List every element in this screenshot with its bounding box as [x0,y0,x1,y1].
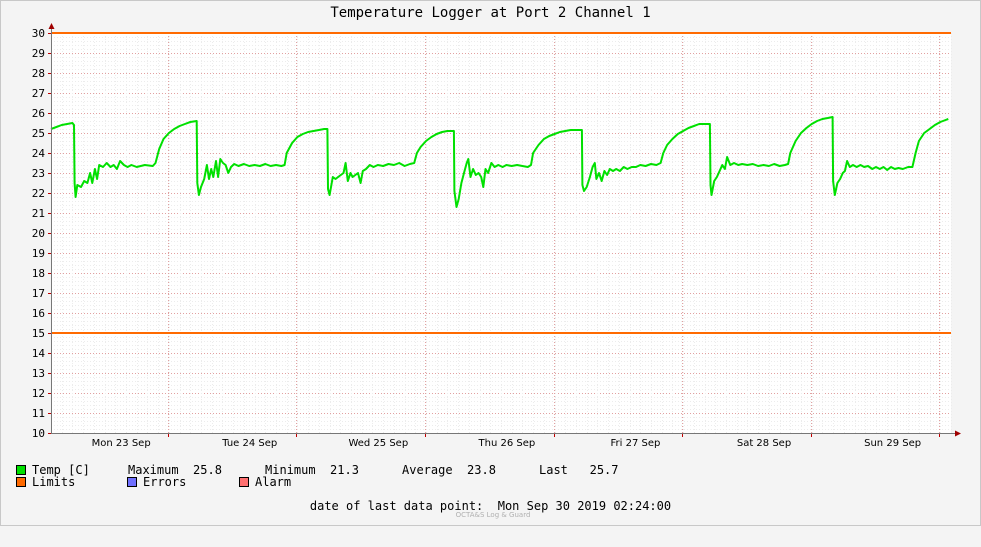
alarm-swatch [239,477,249,487]
x-axis-arrow [955,430,961,437]
average-label: Average [402,463,453,477]
legend-temp: Temp [C] [16,463,90,477]
legend-row-2: Limits Errors Alarm [16,475,291,531]
limit-lines [51,32,951,334]
y-tick-label: 28 [32,67,45,80]
y-tick-label: 27 [32,87,45,100]
y-tick-label: 13 [32,367,45,380]
legend-maximum: Maximum 25.8 [128,463,222,477]
watermark: OCTA&S Log & Guard [455,511,531,519]
y-tick-labels: 10 11 12 13 14 15 16 17 18 19 20 21 22 23 24 25 26 27 28 29… [32,27,46,440]
x-tick-label: Mon 23 Sep [92,438,151,449]
y-tick-label: 20 [32,227,45,240]
temperature-line [50,116,949,208]
y-tick-label: 26 [32,107,45,120]
x-tick-label: Sun 29 Sep [864,438,921,449]
chart-title: Temperature Logger at Port 2 Channel 1 [330,5,651,21]
temperature-series [50,116,949,208]
y-tick-label: 10 [32,427,45,440]
last-data-point: date of last data point: Mon Sep 30 2019… [0,499,981,513]
last-label: Last [539,463,568,477]
y-tick-label: 18 [32,267,45,280]
legend-limits-label: Limits [32,475,76,489]
x-tick-label: Fri 27 Sep [611,438,661,449]
legend-alarm: Alarm [239,475,291,489]
axes [48,23,961,437]
y-tick-label: 29 [32,47,45,60]
x-tick-label: Sat 28 Sep [737,438,791,449]
last-value: 25.7 [589,463,619,477]
y-tick-label: 17 [32,287,45,300]
legend-last: Last 25.7 [539,463,619,477]
legend-errors: Errors [127,475,186,489]
maximum-label: Maximum [128,463,179,477]
y-axis-arrow [48,23,55,29]
legend-minimum: Minimum 21.3 [265,463,359,477]
legend-limits: Limits [16,475,75,489]
legend-alarm-label: Alarm [255,475,292,489]
y-tick-label: 14 [32,347,46,360]
plot-area: 10 11 12 13 14 15 16 17 18 19 20 21 22 23 24 25 26 27 28 29… [32,23,961,449]
y-tick-label: 22 [32,187,45,200]
legend-average: Average 23.8 [402,463,496,477]
errors-swatch [127,477,137,487]
legend-row-1: Temp [C] Maximum 25.8 Minimum 21.3 Avera… [16,463,619,547]
y-tick-label: 16 [32,307,45,320]
x-tick-labels: Mon 23 Sep Tue 24 Sep Wed 25 Sep Thu 26 Sep… [92,438,921,449]
x-tick-label: Thu 26 Sep [478,438,536,449]
y-tick-label: 11 [32,407,45,420]
y-tick-label: 19 [32,247,45,260]
minimum-value: 21.3 [330,463,359,477]
y-tick-label: 30 [32,27,45,40]
limits-swatch [16,477,26,487]
maximum-value: 25.8 [193,463,222,477]
average-value: 23.8 [467,463,496,477]
x-tick-label: Wed 25 Sep [348,438,408,449]
legend-temp-label: Temp [C] [32,463,90,477]
y-tick-label: 23 [32,167,45,180]
y-tick-label: 15 [32,327,45,340]
grid [51,33,952,434]
y-tick-label: 12 [32,387,45,400]
legend-errors-label: Errors [143,475,187,489]
y-tick-label: 21 [32,207,45,220]
last-data-point-value: Mon Sep 30 2019 02:24:00 [497,499,672,513]
last-data-point-label: date of last data point: [309,499,484,513]
x-tick-label: Tue 24 Sep [221,438,277,449]
minimum-label: Minimum [265,463,316,477]
temp-swatch [16,465,26,475]
y-tick-label: 24 [32,147,46,160]
y-tick-label: 25 [32,127,45,140]
